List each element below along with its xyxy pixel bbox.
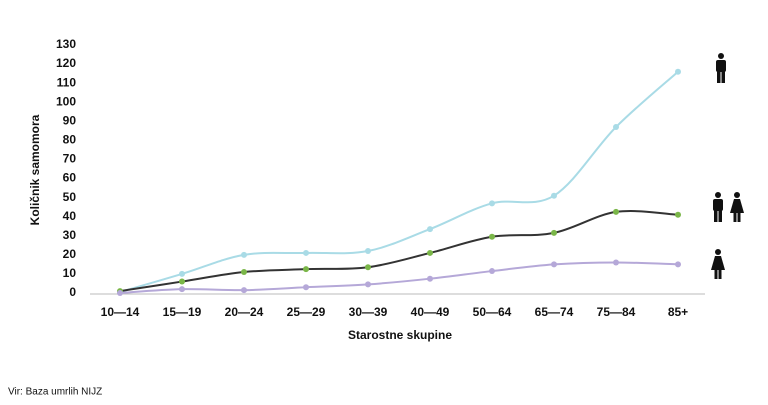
legend-icons: [711, 53, 744, 279]
y-tick-label: 120: [56, 56, 76, 70]
point: [365, 264, 371, 271]
point: [365, 248, 371, 255]
point: [675, 68, 681, 75]
point: [427, 249, 433, 256]
y-tick-label: 80: [63, 133, 77, 147]
point: [303, 266, 309, 273]
point: [489, 268, 495, 275]
y-tick-label: 130: [56, 37, 76, 51]
male-icon: [713, 192, 723, 222]
y-tick-label: 30: [63, 228, 77, 242]
x-tick-label: 10—14: [101, 305, 140, 319]
male-icon: [716, 53, 726, 83]
point: [241, 269, 247, 276]
female-icon: [730, 192, 744, 222]
point: [675, 211, 681, 218]
y-tick-label: 70: [63, 152, 77, 166]
point: [551, 261, 557, 268]
point: [551, 229, 557, 236]
y-axis-label: Količnik samomora: [28, 114, 42, 225]
point: [551, 192, 557, 199]
point: [303, 284, 309, 291]
point: [241, 287, 247, 294]
point: [179, 286, 185, 293]
y-tick-label: 0: [69, 285, 76, 299]
y-tick-label: 60: [63, 171, 77, 185]
point: [675, 261, 681, 268]
x-axis-label: Starostne skupine: [348, 328, 452, 342]
x-tick-label: 40—49: [411, 305, 450, 319]
series-line: [119, 210, 679, 293]
x-tick-label: 75—84: [597, 305, 636, 319]
y-tick-label: 40: [63, 209, 77, 223]
point: [179, 278, 185, 285]
x-tick-label: 85+: [668, 305, 688, 319]
y-tick-label: 90: [63, 113, 77, 127]
series-line: [119, 70, 679, 294]
point: [427, 275, 433, 282]
point: [365, 281, 371, 288]
x-tick-label: 50—64: [473, 305, 512, 319]
y-tick-label: 110: [57, 75, 77, 89]
point: [241, 251, 247, 258]
point: [489, 233, 495, 240]
x-tick-label: 65—74: [535, 305, 574, 319]
point: [179, 270, 185, 277]
y-tick-label: 50: [63, 190, 77, 204]
x-tick-label: 15—19: [163, 305, 202, 319]
series-line: [119, 261, 679, 294]
point: [613, 259, 619, 266]
point: [613, 124, 619, 131]
point: [303, 249, 309, 256]
point: [489, 200, 495, 207]
point: [427, 226, 433, 233]
y-tick-label: 100: [56, 94, 76, 108]
point: [613, 208, 619, 215]
x-tick-label: 30—39: [349, 305, 388, 319]
female-icon: [711, 249, 725, 279]
x-tick-label: 20—24: [225, 305, 264, 319]
y-tick-label: 10: [63, 266, 77, 280]
x-tick-label: 25—29: [287, 305, 326, 319]
point: [117, 290, 123, 296]
y-tick-label: 20: [63, 247, 77, 261]
source: Vir: Baza umrlih NIJZ: [8, 387, 102, 398]
